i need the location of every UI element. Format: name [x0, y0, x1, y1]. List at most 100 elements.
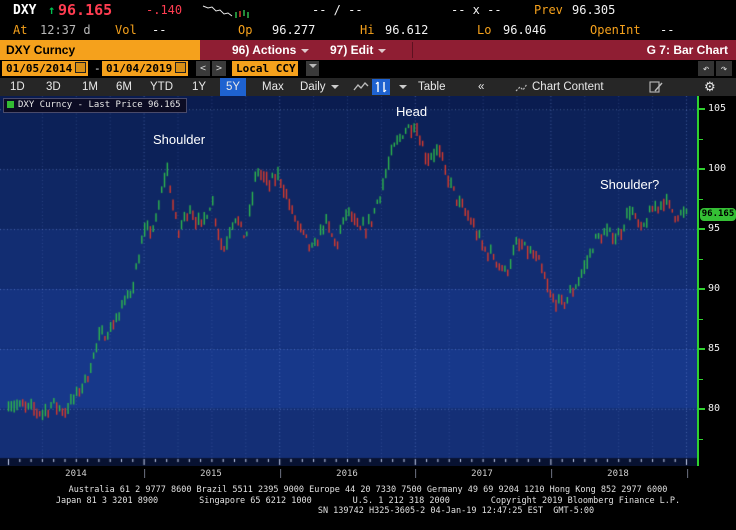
high-label: Hi [360, 23, 375, 37]
bar-chart-icon[interactable] [372, 79, 390, 95]
openint-value: -- [660, 23, 675, 37]
year-separator: | [685, 469, 691, 479]
low-label: Lo [477, 23, 492, 37]
actions-menu-button[interactable]: 96) Actions [232, 40, 310, 60]
series-swatch-icon [7, 101, 14, 108]
chevron-down-icon [330, 84, 339, 93]
range-tab-max[interactable]: Max [262, 81, 284, 93]
axis-minor-tick [699, 319, 703, 320]
quote-row-1: DXY ↑ 96.165 -.140 -- / -- -- x -- Prev … [0, 0, 736, 21]
axis-tick [699, 108, 705, 110]
xtick-2018: 2018 [607, 469, 629, 479]
axis-tick [699, 408, 705, 410]
series-legend[interactable]: DXY Curncy - Last Price 96.165 [3, 98, 187, 113]
chevron-down-icon [399, 84, 407, 93]
price-chart-canvas[interactable] [0, 96, 697, 466]
price-axis: 105 100 95 90 85 80 96.165 [697, 96, 736, 466]
axis-minor-tick [699, 439, 703, 440]
currency-select[interactable]: Local CCY [232, 61, 298, 76]
year-separator: | [278, 469, 284, 479]
period-select[interactable]: Daily [300, 78, 339, 96]
high-value: 96.612 [385, 23, 429, 37]
chart-type-dropdown-button[interactable] [394, 78, 407, 96]
function-title: G 7: Bar Chart [646, 43, 728, 57]
axis-tick [699, 228, 705, 230]
range-tab-3d[interactable]: 3D [46, 81, 61, 93]
chevron-down-icon [378, 48, 387, 57]
axis-tick [699, 288, 705, 290]
collapse-panel-button[interactable]: « [478, 81, 485, 93]
chevron-down-icon [301, 48, 310, 57]
vol-value: -- [152, 23, 167, 37]
axis-minor-tick [699, 259, 703, 260]
axis-tick [699, 348, 705, 350]
range-tab-1d[interactable]: 1D [10, 81, 25, 93]
bid-ask: -- / -- [312, 3, 363, 17]
range-tab-ytd[interactable]: YTD [150, 81, 173, 93]
axis-minor-tick [699, 379, 703, 380]
series-legend-label: DXY Curncy - Last Price 96.165 [18, 100, 181, 110]
ytick-100: 100 [708, 163, 727, 174]
axis-minor-tick [699, 199, 703, 200]
year-separator: | [413, 469, 419, 479]
mini-sparkline-icon [202, 5, 249, 18]
chart-content-button[interactable]: Chart Content [532, 81, 604, 93]
xtick-2014: 2014 [65, 469, 87, 479]
period-label: Daily [300, 81, 326, 93]
date-from-input[interactable]: 01/05/2014 [2, 61, 89, 76]
ytick-80: 80 [708, 403, 721, 414]
open-label: Op [238, 23, 253, 37]
year-separator: | [142, 469, 148, 479]
axis-tick [699, 168, 705, 170]
up-arrow-icon: ↑ [48, 3, 56, 17]
low-value: 96.046 [503, 23, 547, 37]
range-tab-1y[interactable]: 1Y [192, 81, 207, 93]
at-label: At [13, 23, 28, 37]
undo-button[interactable]: ↶ [698, 61, 714, 76]
ticker-symbol: DXY [13, 3, 37, 18]
security-input[interactable]: DXY Curncy [0, 40, 200, 60]
last-price-axis-badge: 96.165 [700, 208, 736, 221]
edit-menu-label: 97) Edit [330, 43, 374, 57]
prev-period-button[interactable]: < [196, 61, 210, 76]
prev-value: 96.305 [572, 3, 616, 17]
annotation-right-shoulder[interactable]: Shoulder? [600, 177, 660, 192]
range-tab-1m[interactable]: 1M [82, 81, 98, 93]
actions-menu-label: 96) Actions [232, 43, 297, 57]
calendar-icon[interactable] [75, 62, 87, 73]
chart-toolbar: 1D 3D 1M 6M YTD 1Y 5Y Max Daily Table « … [0, 78, 736, 96]
date-from-value: 01/05/2014 [6, 62, 73, 75]
last-price: 96.165 [58, 1, 113, 19]
redo-button[interactable]: ↷ [716, 61, 732, 76]
footer-contact-line-2: Japan 81 3 3201 8900 Singapore 65 6212 1… [55, 495, 681, 506]
currency-dropdown-button[interactable] [306, 61, 319, 76]
annotation-head[interactable]: Head [396, 104, 428, 119]
settings-bar: 01/05/2014 - 01/04/2019 < > Local CCY ↶ … [0, 60, 736, 78]
quote-row-2: At 12:37 d Vol -- Op 96.277 Hi 96.612 Lo… [0, 21, 736, 40]
date-to-input[interactable]: 01/04/2019 [102, 61, 189, 76]
range-tab-6m[interactable]: 6M [116, 81, 132, 93]
ytick-95: 95 [708, 223, 721, 234]
chart-area: DXY Curncy - Last Price 96.165 Shoulder … [0, 96, 736, 483]
gear-icon[interactable]: ⚙ [704, 79, 716, 94]
time-axis: 2014 2015 2016 2017 2018 | | | | | [0, 466, 736, 483]
vol-label: Vol [115, 23, 137, 37]
bid-ask-size: -- x -- [451, 3, 502, 17]
range-tab-5y-selected[interactable]: 5Y [220, 78, 247, 96]
table-button[interactable]: Table [418, 81, 446, 93]
calendar-icon[interactable] [175, 62, 187, 73]
ytick-90: 90 [708, 283, 721, 294]
edit-note-icon[interactable] [648, 79, 666, 95]
xtick-2017: 2017 [471, 469, 493, 479]
footer-session-line: SN 139742 H325-3605-2 04-Jan-19 12:47:25… [317, 506, 595, 516]
annotation-left-shoulder[interactable]: Shoulder [153, 132, 206, 147]
prev-label: Prev [534, 3, 563, 17]
edit-menu-button[interactable]: 97) Edit [330, 40, 387, 60]
open-value: 96.277 [272, 23, 316, 37]
date-to-value: 01/04/2019 [106, 62, 173, 75]
line-chart-icon[interactable] [352, 79, 370, 95]
price-change: -.140 [146, 3, 183, 17]
xtick-2016: 2016 [336, 469, 358, 479]
next-period-button[interactable]: > [212, 61, 226, 76]
